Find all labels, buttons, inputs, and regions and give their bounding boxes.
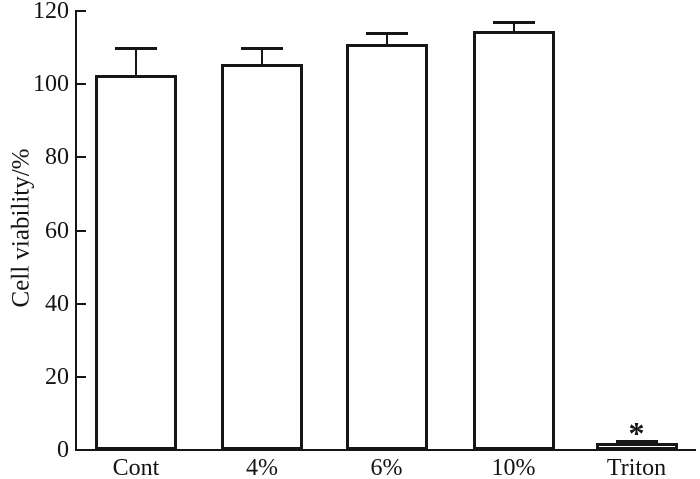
y-tick-label: 40 [45,290,69,317]
y-tick-label: 60 [45,217,69,244]
x-axis-line [75,449,696,451]
y-tick-label: 0 [57,437,69,463]
error-bar-stem [261,47,263,67]
y-tick-label: 100 [33,71,69,98]
bar [472,31,555,450]
error-bar-cap [615,439,658,443]
x-tick-label: 10% [491,455,536,479]
bar [345,43,428,450]
y-axis-tick [77,302,86,305]
error-bar-cap [115,46,157,50]
error-bar-stem [135,47,137,78]
y-tick-label: 20 [45,363,69,390]
y-axis-tick [77,229,86,232]
y-axis-tick [77,375,86,378]
y-axis-tick [77,83,86,86]
error-bar-stem [512,21,515,34]
bar [595,442,678,450]
y-tick-label: 80 [45,144,69,171]
x-tick-label: Cont [112,455,160,479]
x-tick-label: 6% [370,455,403,479]
y-axis-tick [77,10,86,12]
significance-asterisk: * [628,414,645,451]
bar [221,64,303,450]
bar [95,75,177,450]
error-bar-stem [385,32,388,46]
y-tick-label: 120 [33,0,69,24]
y-axis-line [75,10,77,451]
error-bar-cap [365,31,408,35]
y-axis-title: Cell viability/% [7,148,35,308]
error-bar-cap [492,20,535,24]
y-axis-tick [77,156,86,159]
x-tick-label: Triton [606,455,667,479]
error-bar-cap [241,46,283,50]
x-tick-label: 4% [246,455,278,479]
